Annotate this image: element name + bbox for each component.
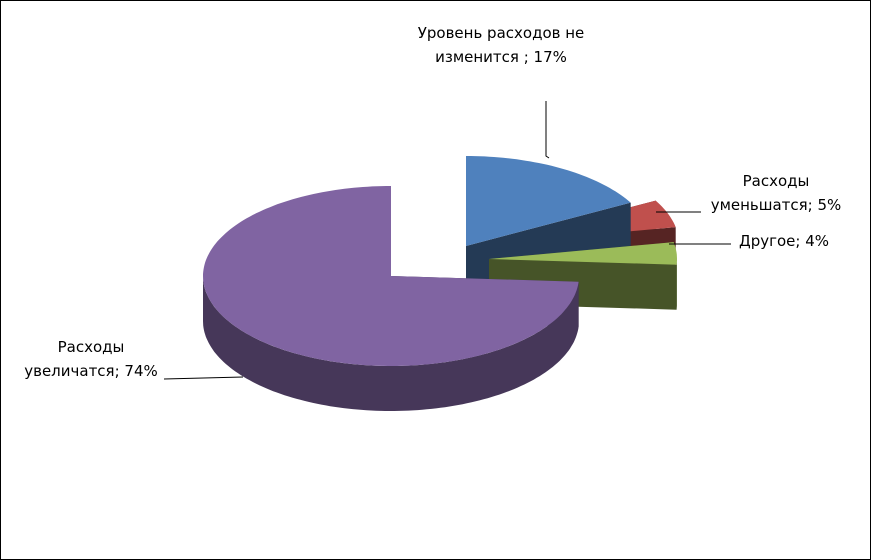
slice-wall [203, 276, 579, 411]
leader-line [545, 101, 550, 159]
slice [203, 186, 579, 366]
data-label: Расходы уменьшатся; 5% [710, 172, 842, 214]
data-label: Расходы увеличатся; 74% [24, 338, 158, 380]
slice [466, 156, 631, 246]
data-label: Уровень расходов не изменится ; 17% [417, 24, 585, 66]
leader-line [163, 376, 244, 380]
data-label: Другое; 4% [738, 232, 830, 250]
slice [489, 242, 677, 265]
